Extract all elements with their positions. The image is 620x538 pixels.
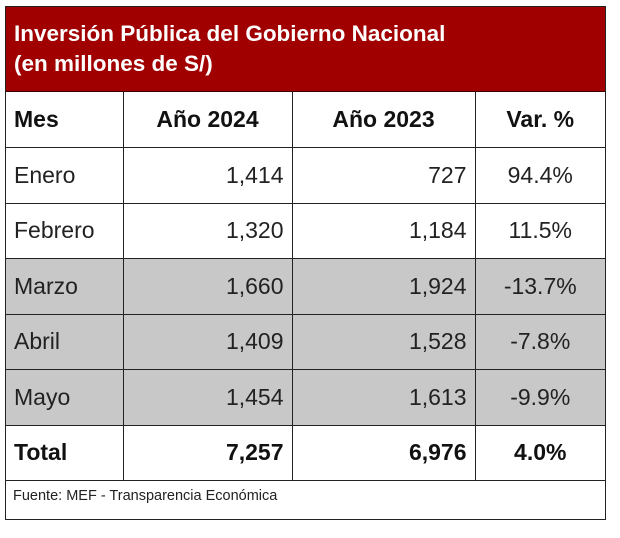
table-row: Enero 1,414 727 94.4% [6,147,605,204]
table-row: Mayo 1,454 1,613 -9.9% [6,369,605,426]
cell-month: Mayo [6,369,124,426]
cell-year-2023: 727 [291,147,476,204]
cell-year-2024: 1,409 [122,313,293,370]
column-header-year-2024: Año 2024 [122,92,293,148]
cell-year-2024: 1,660 [122,258,293,315]
cell-month: Marzo [6,258,124,315]
cell-month: Abril [6,313,124,370]
total-year-2023: 6,976 [291,424,476,481]
total-year-2024: 7,257 [122,424,293,481]
table-row: Marzo 1,660 1,924 -13.7% [6,258,605,315]
table-row: Febrero 1,320 1,184 11.5% [6,202,605,259]
cell-variation: 94.4% [474,147,605,204]
header-row: Mes Año 2024 Año 2023 Var. % [6,92,605,148]
column-header-month: Mes [6,92,124,148]
cell-year-2024: 1,414 [122,147,293,204]
cell-month: Febrero [6,202,124,259]
cell-year-2023: 1,528 [291,313,476,370]
investment-table: Mes Año 2024 Año 2023 Var. % Enero 1,414… [6,92,605,481]
cell-variation: -13.7% [474,258,605,315]
table-row: Abril 1,409 1,528 -7.8% [6,313,605,370]
cell-year-2024: 1,454 [122,369,293,426]
column-header-variation: Var. % [474,92,605,148]
cell-month: Enero [6,147,124,204]
column-header-year-2023: Año 2023 [291,92,476,148]
table-title: Inversión Pública del Gobierno Nacional … [6,7,605,92]
investment-table-card: Inversión Pública del Gobierno Nacional … [5,6,606,520]
cell-variation: -7.8% [474,313,605,370]
total-row: Total 7,257 6,976 4.0% [6,424,605,481]
cell-year-2023: 1,613 [291,369,476,426]
cell-year-2023: 1,184 [291,202,476,259]
source-note: Fuente: MEF - Transparencia Económica [13,488,278,504]
cell-variation: -9.9% [474,369,605,426]
cell-year-2024: 1,320 [122,202,293,259]
table-title-line-1: Inversión Pública del Gobierno Nacional [14,21,446,46]
cell-variation: 11.5% [474,202,605,259]
cell-year-2023: 1,924 [291,258,476,315]
total-label: Total [6,424,124,481]
table-title-line-2: (en millones de S/) [14,51,213,76]
total-variation: 4.0% [474,424,605,481]
